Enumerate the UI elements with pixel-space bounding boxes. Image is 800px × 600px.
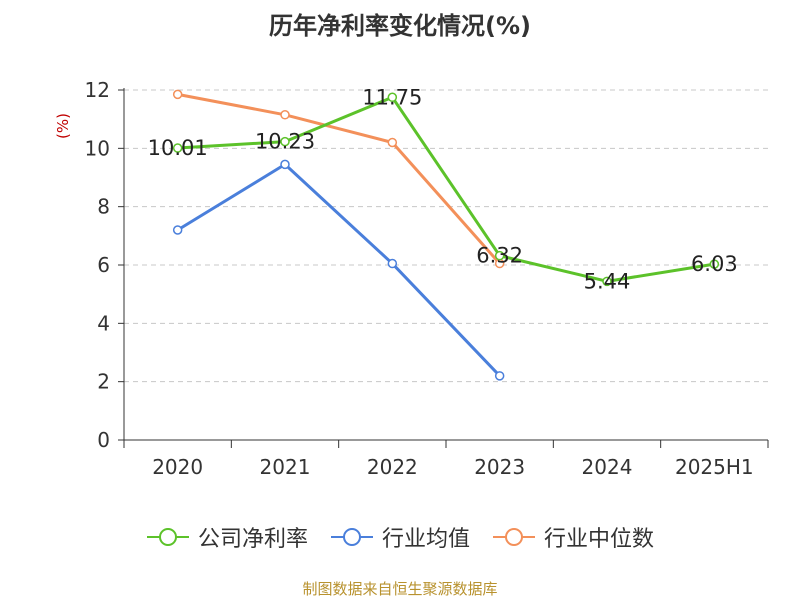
data-label-2020: 10.01: [148, 136, 208, 160]
data-point-2-2021: [280, 110, 290, 120]
data-labels: 10.01 10.23 11.75 6.32 5.44 6.03: [148, 85, 738, 293]
series-lines: [172, 89, 720, 381]
chart-title: 历年净利率变化情况(%): [269, 12, 531, 40]
y-tick-label-6: 6: [97, 253, 110, 277]
legend: 公司净利率 行业均值 行业中位数: [0, 520, 800, 554]
data-point-2-2020: [172, 89, 183, 100]
legend-item-company[interactable]: 公司净利率: [146, 521, 308, 553]
data-point-0-2024: [602, 276, 612, 287]
data-point-2-2022: [387, 137, 398, 148]
data-point-0-2020: [172, 143, 183, 153]
y-tick-label-2: 2: [97, 370, 110, 394]
legend-label-company: 公司净利率: [197, 527, 308, 552]
legend-label-industry-mean: 行业均值: [381, 527, 470, 552]
y-tick-label-10: 10: [85, 136, 110, 160]
data-label-2024: 5.44: [584, 269, 631, 293]
data-label-2021: 10.23: [255, 130, 315, 154]
y-tick-label-0: 0: [97, 428, 110, 452]
data-point-0-2025H1: [709, 259, 720, 269]
x-tick-label-2022: 2022: [367, 455, 418, 479]
data-point-1-2021: [280, 159, 290, 170]
legend-marker-company: [146, 528, 189, 546]
data-label-2022: 11.75: [362, 85, 422, 109]
data-point-1-2023: [494, 371, 505, 381]
series-line-2: [177, 92, 501, 265]
legend-marker-industry-mean: [330, 528, 373, 546]
x-tick-label-2024: 2024: [582, 455, 633, 479]
y-tick-label-4: 4: [97, 311, 110, 335]
data-label-2023: 6.32: [476, 244, 523, 268]
y-tick-label-8: 8: [97, 195, 110, 219]
data-point-1-2022: [387, 258, 398, 269]
y-tick-label-12: 12: [85, 78, 110, 102]
data-point-0-2021: [280, 136, 290, 147]
legend-item-industry-mean[interactable]: 行业均值: [330, 521, 470, 553]
x-tick-label-2021: 2021: [260, 455, 311, 479]
series-line-1: [176, 162, 501, 377]
data-label-2025H1: 6.03: [691, 252, 738, 276]
data-point-0-2022: [387, 92, 398, 103]
axes: 0 2 4 6 8 10 12 2020 2021 2022 2023 2024 2025H1: [85, 78, 769, 479]
x-tick-label-2023: 2023: [474, 455, 525, 479]
data-source-note: 制图数据来自恒生聚源数据库: [302, 580, 498, 598]
x-tick-label-2020: 2020: [152, 455, 203, 479]
legend-item-industry-median[interactable]: 行业中位数: [492, 521, 654, 553]
x-tick-label-2025H1: 2025H1: [675, 455, 754, 479]
gridlines: [124, 89, 768, 383]
series-line-0: [177, 95, 715, 283]
data-point-1-2020: [172, 225, 183, 235]
legend-marker-industry-median: [493, 528, 535, 546]
legend-label-industry-median: 行业中位数: [544, 527, 655, 552]
data-point-0-2023: [494, 250, 505, 261]
